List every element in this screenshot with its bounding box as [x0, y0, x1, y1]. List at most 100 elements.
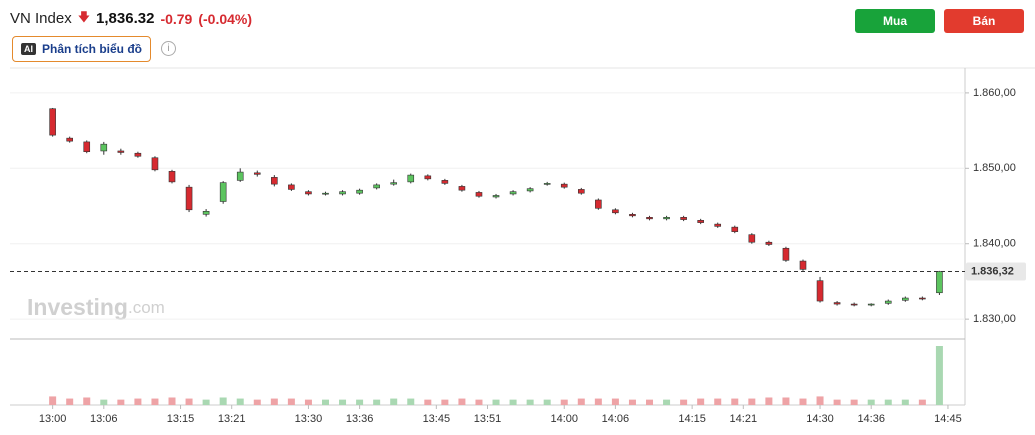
- volume-bar: [407, 398, 415, 405]
- volume-bar: [509, 399, 517, 405]
- volume-bar: [867, 399, 875, 405]
- volume-bar: [765, 397, 773, 405]
- x-tick-label: 14:15: [678, 413, 706, 425]
- candle-body: [595, 199, 602, 209]
- candle-body: [356, 189, 363, 194]
- info-icon[interactable]: i: [161, 41, 176, 56]
- volume-bar: [492, 399, 500, 405]
- candle-body: [697, 220, 704, 223]
- last-price-label: 1.836,32: [971, 265, 1014, 277]
- candle-body: [526, 188, 534, 192]
- volume-bar: [117, 399, 125, 405]
- down-arrow: 🡇: [77, 10, 91, 24]
- candle-body: [867, 303, 875, 306]
- volume-bar: [287, 398, 295, 405]
- volume-bar: [560, 399, 568, 405]
- x-tick-label: 13:45: [423, 413, 451, 425]
- x-tick-label: 14:30: [806, 413, 834, 425]
- volume-bar: [304, 399, 312, 405]
- buy-button[interactable]: Mua: [855, 9, 935, 33]
- candle-body: [680, 217, 687, 220]
- volume-bar: [748, 398, 756, 405]
- candle-body: [509, 191, 517, 195]
- candle-body: [253, 172, 261, 175]
- volume-bar: [526, 399, 534, 405]
- candle-body: [288, 184, 295, 190]
- candle-body: [390, 182, 398, 185]
- volume-bar: [714, 398, 722, 405]
- candle-body: [407, 174, 415, 183]
- candle-body: [833, 302, 841, 305]
- candle-body: [441, 180, 449, 184]
- volume-bar: [100, 399, 108, 405]
- price: 1,836.32: [96, 10, 155, 27]
- x-tick-label: 13:51: [474, 413, 502, 425]
- ai-label: Phân tích biểu đồ: [42, 42, 143, 56]
- candle-body: [543, 183, 551, 185]
- volume-bar: [83, 397, 91, 405]
- volume-bar: [918, 399, 926, 405]
- candle-body: [748, 234, 756, 243]
- candle-body: [202, 210, 210, 215]
- candle-body: [117, 150, 125, 153]
- last-price-box: [966, 262, 1026, 281]
- volume-bar: [816, 396, 824, 405]
- volume-bar: [270, 398, 278, 405]
- volume-bar: [219, 397, 227, 405]
- volume-bar: [680, 399, 688, 405]
- volume-bar: [833, 399, 841, 405]
- candle-body: [236, 171, 244, 181]
- volume-bar: [321, 399, 329, 405]
- volume-bar: [782, 397, 790, 405]
- volume-bar: [850, 399, 858, 405]
- y-tick-label: 1.840,00: [973, 238, 1016, 250]
- x-tick-label: 13:15: [167, 413, 195, 425]
- x-tick-label: 14:36: [857, 413, 885, 425]
- candle-body: [646, 217, 653, 220]
- volume-bar: [628, 399, 636, 405]
- candle-body: [134, 152, 142, 157]
- x-tick-label: 13:00: [39, 413, 67, 425]
- volume-bar: [373, 399, 381, 405]
- candle-body: [168, 171, 176, 183]
- x-tick-label: 14:45: [934, 413, 962, 425]
- candle-body: [560, 183, 568, 188]
- candle-body: [305, 191, 312, 195]
- volume-bar: [441, 399, 449, 405]
- candle-body: [339, 191, 346, 195]
- candle-body: [373, 184, 380, 189]
- volume-bar: [697, 398, 705, 405]
- header: VN Index 🡇 1,836.32 -0.79 (-0.04%): [10, 8, 252, 29]
- candle-body: [475, 192, 483, 197]
- volume-bar: [884, 399, 892, 405]
- candle-body: [765, 241, 773, 245]
- candle-body: [731, 226, 739, 232]
- volume-bar: [185, 398, 193, 405]
- y-tick-label: 1.850,00: [973, 162, 1016, 174]
- volume-bar: [356, 399, 364, 405]
- volume-bar: [390, 398, 398, 405]
- x-tick-label: 13:06: [90, 413, 118, 425]
- candle-body: [919, 297, 926, 300]
- volume-bar: [646, 399, 654, 405]
- y-tick-label: 1.860,00: [973, 87, 1016, 99]
- candle-body: [663, 217, 670, 220]
- volume-bar: [543, 399, 551, 405]
- candle-body: [322, 192, 329, 195]
- volume-bar: [935, 346, 943, 405]
- sell-button[interactable]: Bán: [944, 9, 1024, 33]
- ai-button[interactable]: AI Phân tích biểu đồ: [12, 36, 152, 62]
- x-tick-label: 14:06: [602, 413, 630, 425]
- candle-body: [83, 141, 91, 153]
- volume-bar: [475, 399, 483, 405]
- symbol: VN Index: [10, 10, 72, 27]
- x-tick-label: 13:36: [346, 413, 374, 425]
- candle-body: [185, 186, 193, 211]
- volume-bar: [458, 398, 466, 405]
- x-tick-label: 13:30: [295, 413, 323, 425]
- candle-body: [271, 177, 278, 185]
- volume-bar: [424, 399, 432, 405]
- candle-body: [151, 157, 159, 171]
- volume-bar: [168, 397, 176, 405]
- candle-body: [884, 300, 892, 304]
